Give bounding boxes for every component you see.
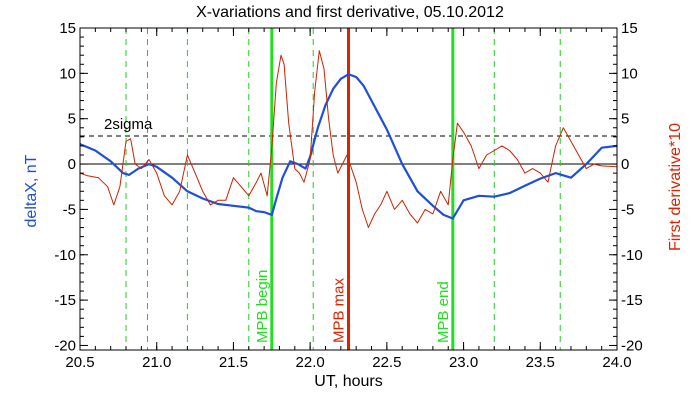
x-tick-label: 24.0 bbox=[602, 354, 631, 371]
sigma-label: 2sigma bbox=[104, 116, 153, 133]
y-tick-label-left: 10 bbox=[59, 65, 76, 82]
y-tick-label-right: 10 bbox=[621, 65, 638, 82]
x-tick-label: 22.5 bbox=[372, 354, 401, 371]
y-tick-label-left: -20 bbox=[54, 337, 76, 354]
plot-frame bbox=[79, 27, 618, 351]
marker-label: MPB max bbox=[331, 277, 348, 343]
x-tick-label: 21.0 bbox=[142, 354, 171, 371]
y-tick-label-right: 0 bbox=[621, 156, 629, 173]
y-tick-label-left: -10 bbox=[54, 247, 76, 264]
y-axis-left-title: deltaX, nT bbox=[23, 154, 40, 227]
x-axis-title: UT, hours bbox=[314, 373, 382, 390]
y-tick-label-right: -5 bbox=[621, 201, 634, 218]
chart-title: X-variations and first derivative, 05.10… bbox=[196, 4, 504, 21]
series-lines bbox=[79, 50, 618, 228]
deltax-series-line bbox=[79, 73, 618, 220]
x-tick-label: 23.0 bbox=[449, 354, 478, 371]
axis-ticks: 20.5 21.0 21.5 22.0 22.5 23.0 23.5 24.0-20 -20-1… bbox=[54, 20, 642, 371]
y-tick-label-left: 0 bbox=[68, 156, 76, 173]
y-axis-right-title: First derivative*10 bbox=[667, 123, 684, 251]
y-tick-label-left: 15 bbox=[59, 20, 76, 37]
y-tick-label-right: -10 bbox=[621, 247, 643, 264]
x-tick-label: 22.0 bbox=[296, 354, 325, 371]
y-tick-label-left: -15 bbox=[54, 292, 76, 309]
derivative-series-line bbox=[79, 50, 618, 228]
y-tick-label-right: -20 bbox=[621, 337, 643, 354]
x-tick-label: 23.5 bbox=[526, 354, 555, 371]
y-tick-label-left: -5 bbox=[63, 201, 76, 218]
marker-label: MPB begin bbox=[254, 270, 271, 343]
mpb-markers: MPB begin MPB max MPB end bbox=[254, 28, 455, 350]
y-tick-label-right: -15 bbox=[621, 292, 643, 309]
x-tick-label: 20.5 bbox=[65, 354, 94, 371]
marker-label: MPB end bbox=[435, 281, 452, 343]
y-tick-label-right: 5 bbox=[621, 111, 629, 128]
y-tick-label-right: 15 bbox=[621, 20, 638, 37]
x-tick-label: 21.5 bbox=[219, 354, 248, 371]
y-tick-label-left: 5 bbox=[68, 111, 76, 128]
